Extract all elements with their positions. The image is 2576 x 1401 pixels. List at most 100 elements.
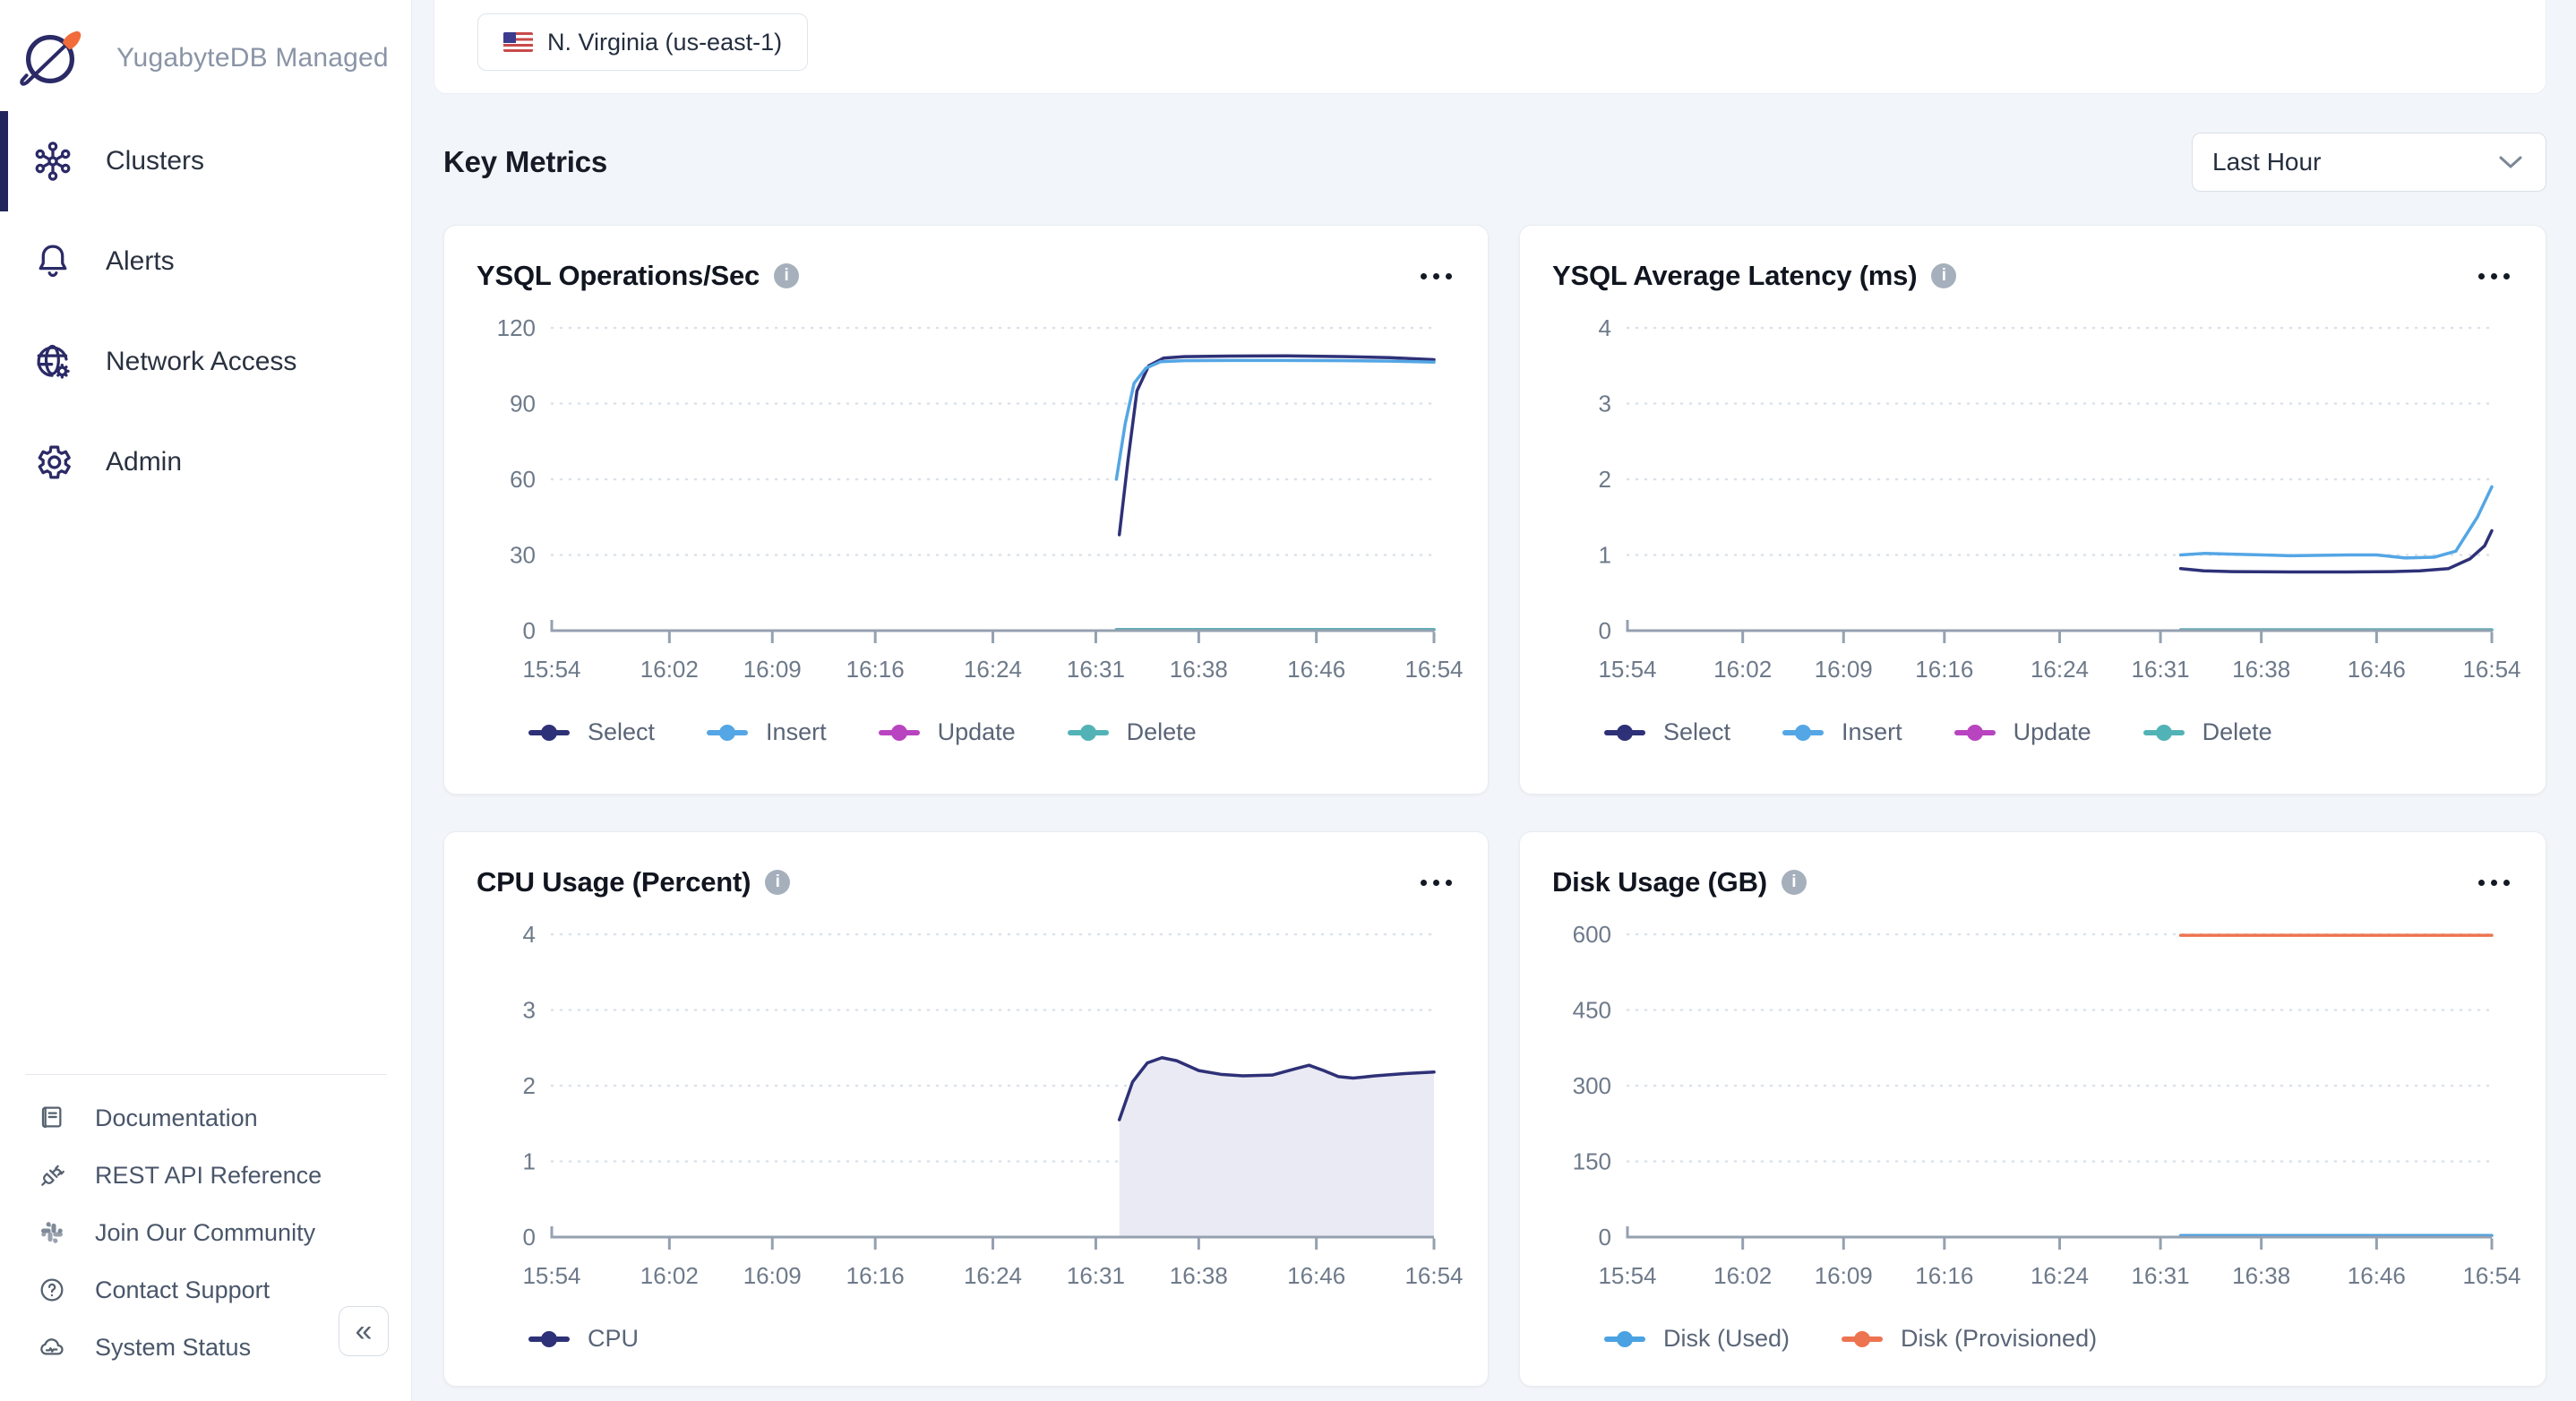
- svg-text:16:54: 16:54: [1404, 1262, 1463, 1289]
- legend-item[interactable]: Delete: [1067, 718, 1197, 746]
- chart-title: Disk Usage (GB): [1552, 866, 1767, 898]
- plug-icon: [41, 1165, 64, 1186]
- time-range-value: Last Hour: [2212, 148, 2322, 176]
- svg-text:1: 1: [523, 1148, 536, 1175]
- svg-text:4: 4: [523, 921, 536, 948]
- info-icon[interactable]: i: [1931, 263, 1957, 288]
- sidebar-item-admin[interactable]: Admin: [0, 412, 411, 512]
- svg-text:16:09: 16:09: [1815, 656, 1873, 683]
- legend-item[interactable]: Insert: [707, 718, 827, 746]
- sidebar-item-clusters[interactable]: Clusters: [0, 111, 411, 211]
- chart-plot: 0 1 2 3 4 15:54 16:02 16:09 16:16 16:24 16:31 16:38…: [1552, 312, 2520, 706]
- time-range-select[interactable]: Last Hour: [2192, 133, 2546, 192]
- book-icon: [41, 1106, 62, 1129]
- legend-item[interactable]: Update: [878, 718, 1016, 746]
- svg-text:16:54: 16:54: [2462, 1262, 2520, 1289]
- chart-plot: 0 30 60 90 120 15:54 16:02 16:09 16:16 16:24 16:31…: [477, 312, 1464, 706]
- svg-text:2: 2: [523, 1072, 536, 1099]
- sidebar-divider: [25, 1074, 387, 1075]
- svg-text:16:24: 16:24: [964, 656, 1022, 683]
- svg-text:16:31: 16:31: [1067, 656, 1125, 683]
- legend-marker: [1604, 724, 1645, 741]
- svg-text:16:16: 16:16: [1915, 656, 1973, 683]
- page-title: Key Metrics: [443, 145, 608, 178]
- svg-text:16:54: 16:54: [1404, 656, 1463, 683]
- svg-text:16:02: 16:02: [1713, 1262, 1772, 1289]
- legend-label: Insert: [1842, 718, 1902, 745]
- legend-marker: [707, 724, 749, 741]
- chart-menu-button[interactable]: [2475, 264, 2513, 288]
- chart-menu-button[interactable]: [1417, 871, 1455, 895]
- footer-item-community[interactable]: Join Our Community: [0, 1204, 412, 1261]
- footer-item-rest-api[interactable]: REST API Reference: [0, 1147, 412, 1204]
- svg-text:15:54: 15:54: [522, 1262, 580, 1289]
- brand-name: YugabyteDB Managed: [116, 43, 389, 73]
- legend-label: Disk (Used): [1663, 1325, 1790, 1352]
- sidebar-item-label: Admin: [106, 447, 183, 477]
- svg-text:16:02: 16:02: [640, 1262, 699, 1289]
- sidebar-collapse-button[interactable]: «: [339, 1306, 389, 1356]
- legend-marker: [1604, 1330, 1645, 1347]
- legend-marker: [2142, 724, 2185, 741]
- charts-grid: YSQL Operations/Sec i 0 30 60 90 120 15:54 16:…: [443, 225, 2546, 1387]
- legend-item[interactable]: Delete: [2142, 718, 2272, 746]
- footer-item-system-status[interactable]: System Status: [0, 1319, 412, 1376]
- chart-title: YSQL Average Latency (ms): [1552, 260, 1918, 291]
- legend-marker: [528, 1330, 570, 1347]
- sidebar-item-alerts[interactable]: Alerts: [0, 211, 411, 312]
- svg-text:16:09: 16:09: [1815, 1262, 1873, 1289]
- legend-item[interactable]: Disk (Provisioned): [1842, 1325, 2097, 1353]
- svg-text:16:54: 16:54: [2462, 656, 2520, 683]
- chart-menu-button[interactable]: [2475, 871, 2513, 895]
- clusters-icon: [35, 142, 71, 181]
- legend-marker: [1842, 1330, 1884, 1347]
- cloud-status-icon: [40, 1338, 64, 1355]
- sidebar: YugabyteDB Managed Clusters Alerts: [0, 0, 412, 1401]
- svg-text:300: 300: [1573, 1072, 1611, 1099]
- region-chip[interactable]: N. Virginia (us-east-1): [477, 13, 809, 71]
- svg-text:16:02: 16:02: [640, 656, 699, 683]
- svg-text:16:46: 16:46: [1287, 656, 1345, 683]
- legend-item[interactable]: Disk (Used): [1604, 1325, 1790, 1353]
- svg-text:16:09: 16:09: [743, 656, 802, 683]
- legend-marker: [528, 724, 570, 741]
- svg-text:16:09: 16:09: [743, 1262, 802, 1289]
- footer-item-documentation[interactable]: Documentation: [0, 1089, 412, 1147]
- legend-item[interactable]: Insert: [1782, 718, 1902, 746]
- sidebar-item-label: Alerts: [106, 246, 175, 276]
- chart-card-ysql-operations: YSQL Operations/Sec i 0 30 60 90 120 15:54 16:…: [443, 225, 1489, 795]
- chart-menu-button[interactable]: [1417, 264, 1455, 288]
- svg-text:16:02: 16:02: [1713, 656, 1772, 683]
- cluster-header-panel: N. Virginia (us-east-1): [434, 0, 2546, 94]
- brand[interactable]: YugabyteDB Managed: [0, 0, 411, 93]
- legend-label: Select: [1663, 718, 1731, 745]
- svg-text:16:16: 16:16: [1915, 1262, 1973, 1289]
- info-icon[interactable]: i: [765, 870, 791, 895]
- info-icon[interactable]: i: [774, 263, 800, 288]
- chart-card-disk-usage: Disk Usage (GB) i 0 150 300 450 600 15:54 16:0…: [1519, 831, 2546, 1387]
- sidebar-item-network-access[interactable]: Network Access: [0, 312, 411, 412]
- svg-text:15:54: 15:54: [1598, 656, 1656, 683]
- legend-label: Insert: [766, 718, 827, 745]
- footer-item-label: Contact Support: [95, 1276, 270, 1303]
- legend-item[interactable]: Select: [528, 718, 655, 746]
- sidebar-item-label: Clusters: [106, 146, 205, 176]
- footer-item-label: Documentation: [95, 1104, 258, 1131]
- svg-text:16:46: 16:46: [1287, 1262, 1345, 1289]
- svg-text:4: 4: [1599, 314, 1611, 341]
- footer-item-support[interactable]: Contact Support: [0, 1261, 412, 1319]
- legend-item[interactable]: Update: [1953, 718, 2091, 746]
- info-icon[interactable]: i: [1781, 870, 1807, 895]
- yugabytedb-logo-icon: [20, 30, 82, 86]
- legend-item[interactable]: Select: [1604, 718, 1730, 746]
- legend-label: Update: [2013, 718, 2091, 745]
- svg-text:16:31: 16:31: [2132, 1262, 2190, 1289]
- svg-text:16:24: 16:24: [2031, 656, 2089, 683]
- legend-item[interactable]: CPU: [528, 1325, 639, 1353]
- svg-text:30: 30: [510, 542, 536, 569]
- us-flag-icon: [503, 32, 533, 52]
- svg-text:0: 0: [523, 1224, 536, 1251]
- bell-icon: [39, 245, 67, 278]
- svg-text:600: 600: [1573, 921, 1611, 948]
- sidebar-footer: Documentation REST API Reference: [0, 1074, 412, 1376]
